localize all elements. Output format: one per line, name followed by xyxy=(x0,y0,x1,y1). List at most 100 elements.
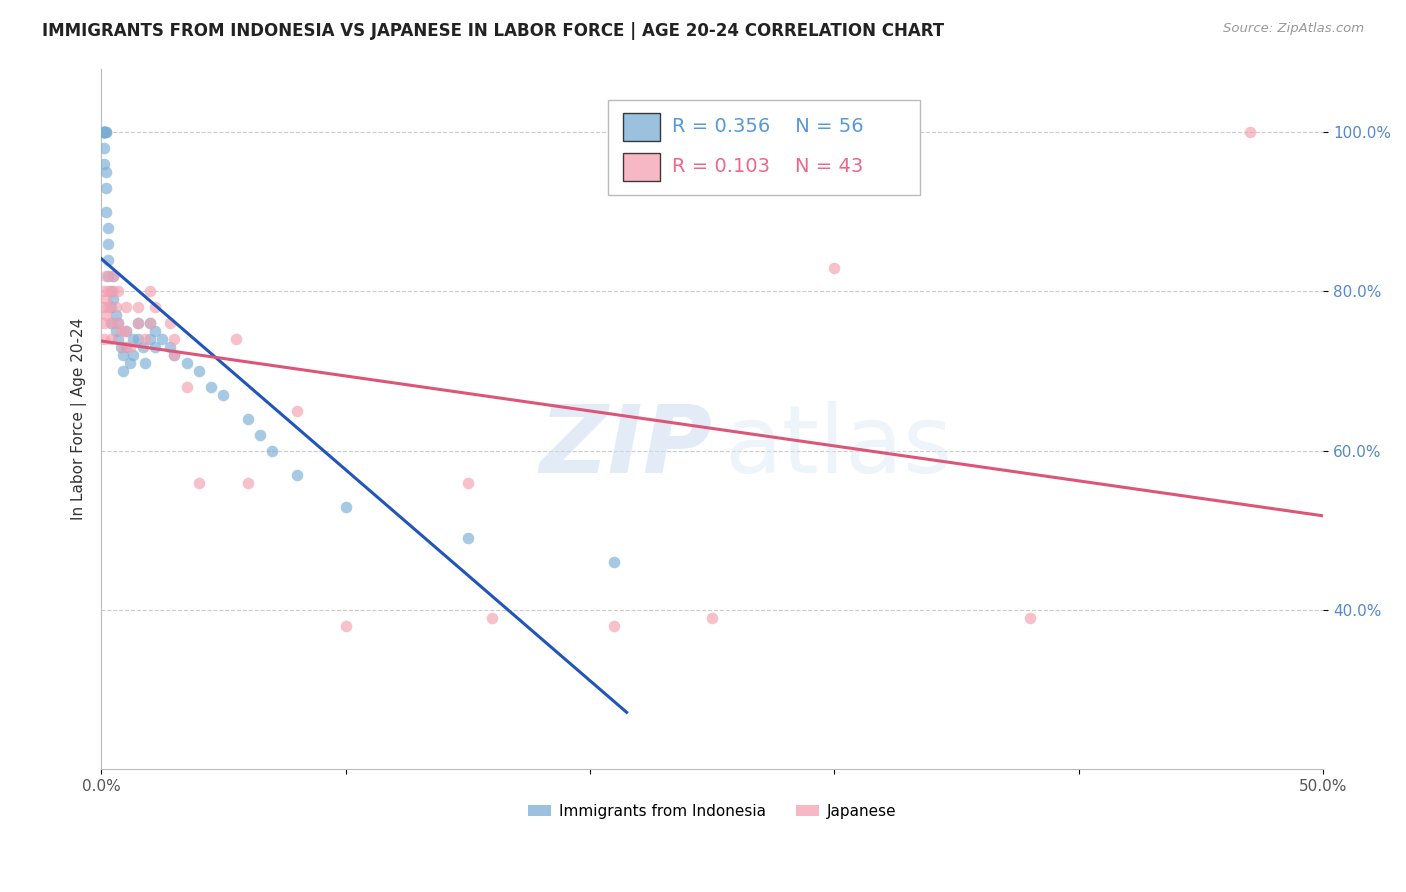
Point xyxy=(225,332,247,346)
Point xyxy=(93,125,115,139)
Point xyxy=(481,611,503,625)
Point xyxy=(163,348,186,362)
Point xyxy=(100,285,122,299)
Point xyxy=(159,317,181,331)
Point xyxy=(104,324,127,338)
Point xyxy=(94,165,117,179)
Point xyxy=(93,317,115,331)
Point xyxy=(107,317,129,331)
Point xyxy=(110,340,132,354)
Point xyxy=(159,340,181,354)
Point xyxy=(702,611,724,625)
Point xyxy=(94,125,117,139)
Point xyxy=(139,285,162,299)
Point xyxy=(1239,125,1261,139)
FancyBboxPatch shape xyxy=(609,100,920,194)
Point xyxy=(163,332,186,346)
Text: R = 0.103    N = 43: R = 0.103 N = 43 xyxy=(672,157,863,176)
Point xyxy=(1019,611,1042,625)
Point xyxy=(93,332,115,346)
Point xyxy=(127,317,149,331)
Point xyxy=(97,301,120,315)
Point xyxy=(94,125,117,139)
Point xyxy=(93,285,115,299)
Point xyxy=(93,125,115,139)
Point xyxy=(122,348,145,362)
Point xyxy=(285,467,308,482)
Point xyxy=(97,268,120,283)
Point xyxy=(114,324,136,338)
Point xyxy=(103,268,125,283)
Point xyxy=(93,125,115,139)
Point xyxy=(120,356,142,370)
Point xyxy=(104,301,127,315)
Point xyxy=(110,324,132,338)
Point xyxy=(335,500,357,514)
Point xyxy=(103,285,125,299)
FancyBboxPatch shape xyxy=(623,153,659,181)
Point xyxy=(139,332,162,346)
Point xyxy=(127,301,149,315)
Point xyxy=(457,532,479,546)
Point xyxy=(94,268,117,283)
Point xyxy=(93,157,115,171)
Point xyxy=(143,301,166,315)
Point xyxy=(200,380,222,394)
Point xyxy=(112,348,135,362)
Point xyxy=(127,332,149,346)
Point xyxy=(150,332,173,346)
Point xyxy=(107,285,129,299)
Point xyxy=(93,141,115,155)
Point xyxy=(93,125,115,139)
Point xyxy=(97,236,120,251)
Point xyxy=(93,301,115,315)
Text: atlas: atlas xyxy=(724,401,953,493)
Y-axis label: In Labor Force | Age 20-24: In Labor Force | Age 20-24 xyxy=(72,318,87,520)
Point xyxy=(139,317,162,331)
Point xyxy=(134,356,156,370)
Point xyxy=(94,205,117,219)
Point xyxy=(236,412,259,426)
Point xyxy=(163,348,186,362)
Point xyxy=(100,317,122,331)
Point xyxy=(212,388,235,402)
Point xyxy=(187,364,209,378)
Point xyxy=(139,317,162,331)
Point xyxy=(122,332,145,346)
Point xyxy=(97,252,120,267)
Point xyxy=(127,317,149,331)
Point xyxy=(249,427,271,442)
Point xyxy=(97,285,120,299)
Point xyxy=(114,340,136,354)
Point xyxy=(262,443,284,458)
Point xyxy=(120,340,142,354)
Point xyxy=(112,364,135,378)
Point xyxy=(103,293,125,307)
Point xyxy=(114,324,136,338)
Point xyxy=(176,380,198,394)
Point xyxy=(100,317,122,331)
Point xyxy=(94,181,117,195)
Point xyxy=(143,340,166,354)
Point xyxy=(107,317,129,331)
Point xyxy=(335,619,357,633)
Point xyxy=(457,475,479,490)
Legend: Immigrants from Indonesia, Japanese: Immigrants from Indonesia, Japanese xyxy=(522,797,903,825)
FancyBboxPatch shape xyxy=(623,112,659,141)
Point xyxy=(823,260,845,275)
Point xyxy=(131,340,153,354)
Point xyxy=(603,619,626,633)
Point xyxy=(94,293,117,307)
Point xyxy=(100,332,122,346)
Point xyxy=(603,555,626,569)
Point xyxy=(134,332,156,346)
Text: ZIP: ZIP xyxy=(540,401,713,493)
Point xyxy=(93,125,115,139)
Point xyxy=(94,309,117,323)
Text: R = 0.356    N = 56: R = 0.356 N = 56 xyxy=(672,117,863,136)
Point xyxy=(107,332,129,346)
Point xyxy=(176,356,198,370)
Point xyxy=(97,220,120,235)
Text: IMMIGRANTS FROM INDONESIA VS JAPANESE IN LABOR FORCE | AGE 20-24 CORRELATION CHA: IMMIGRANTS FROM INDONESIA VS JAPANESE IN… xyxy=(42,22,945,40)
Point xyxy=(112,340,135,354)
